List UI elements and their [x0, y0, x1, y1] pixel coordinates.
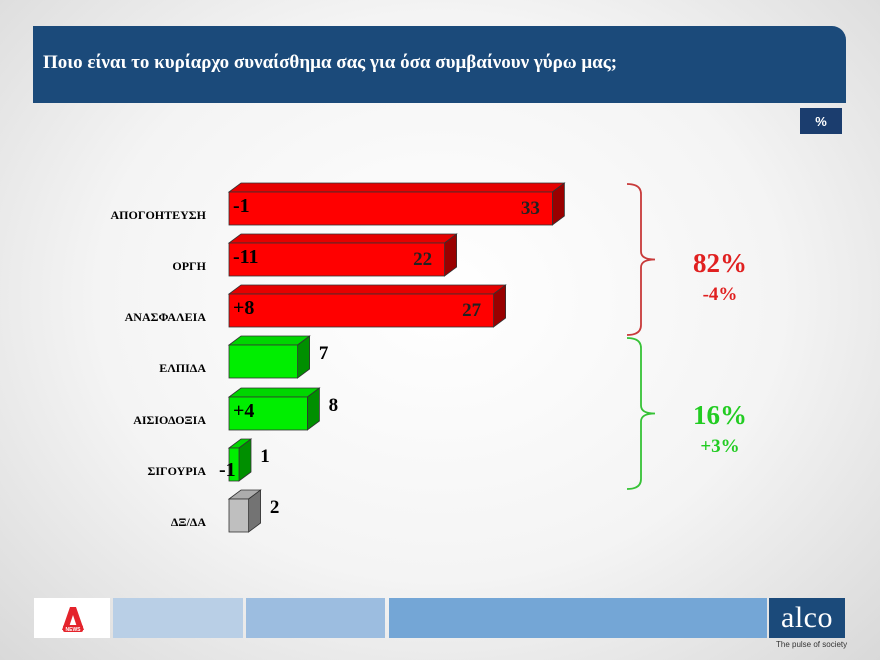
change-label-2: +8	[233, 297, 254, 319]
bar-1	[228, 242, 446, 277]
news-badge: NEWS	[66, 627, 82, 633]
value-label-0: 33	[521, 198, 540, 219]
category-label-0: ΑΠΟΓΟΗΤΕΥΣΗ	[111, 208, 207, 222]
bar-2	[228, 293, 495, 328]
bar-top-0	[227, 182, 566, 193]
change-label-1: -11	[233, 246, 259, 268]
value-label-3: 7	[319, 343, 329, 364]
change-label-0: -1	[233, 195, 250, 217]
value-label-6: 2	[270, 497, 280, 518]
group-brace-negative	[626, 183, 656, 336]
page-title: Ποιο είναι το κυρίαρχο συναίσθημα σας γι…	[43, 52, 618, 73]
alco-tagline: The pulse of society	[776, 640, 848, 649]
bar-4	[228, 396, 308, 431]
news-logo: NEWS	[34, 598, 110, 638]
group-change-negative: -4%	[703, 284, 738, 305]
category-label-6: ΔΞ/ΔΑ	[171, 515, 207, 529]
footer-strip	[246, 598, 385, 638]
category-label-5: ΣΙΓΟΥΡΙΑ	[147, 464, 206, 478]
footer-strip	[113, 598, 243, 638]
bar-top-4	[227, 387, 321, 398]
bar-5	[228, 447, 240, 482]
group-total-positive: 16%	[693, 400, 747, 430]
unit-badge: %	[800, 108, 842, 134]
bar-top-1	[227, 233, 458, 244]
bar-top-3	[227, 335, 311, 346]
category-label-4: ΑΙΣΙΟΔΟΞΙΑ	[133, 413, 206, 427]
value-label-1: 22	[413, 249, 432, 270]
value-label-5: 1	[260, 446, 270, 467]
change-label-5: -1	[219, 459, 236, 481]
bar-0	[228, 191, 553, 226]
alpha-news-icon: NEWS	[62, 607, 84, 633]
alco-logo: alco	[769, 598, 845, 638]
bar-3	[228, 344, 298, 379]
group-brace-positive	[626, 337, 656, 490]
category-label-1: ΟΡΓΗ	[172, 259, 206, 273]
group-total-negative: 82%	[693, 248, 747, 278]
group-change-positive: +3%	[700, 436, 739, 457]
category-label-2: ΑΝΑΣΦΑΛΕΙΑ	[125, 310, 207, 324]
bar-6	[228, 498, 250, 533]
category-label-3: ΕΛΠΙΔΑ	[159, 361, 206, 375]
header-bar: Ποιο είναι το κυρίαρχο συναίσθημα σας γι…	[33, 26, 846, 103]
change-label-4: +4	[233, 400, 254, 422]
value-label-2: 27	[462, 300, 482, 321]
bar-top-2	[227, 284, 507, 295]
footer-strip	[389, 598, 767, 638]
value-label-4: 8	[329, 395, 339, 416]
